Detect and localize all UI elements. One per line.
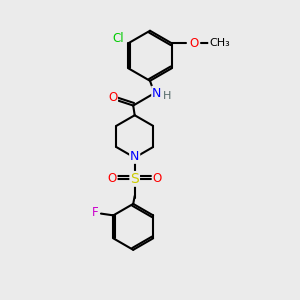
Text: O: O: [189, 37, 198, 50]
Text: N: N: [130, 150, 140, 163]
Text: N: N: [152, 87, 161, 100]
Text: H: H: [163, 91, 171, 100]
Text: Cl: Cl: [112, 32, 124, 45]
Text: O: O: [107, 172, 117, 185]
Text: CH₃: CH₃: [209, 38, 230, 48]
Text: F: F: [92, 206, 99, 219]
Text: S: S: [130, 172, 139, 186]
Text: O: O: [108, 91, 117, 104]
Text: O: O: [153, 172, 162, 185]
